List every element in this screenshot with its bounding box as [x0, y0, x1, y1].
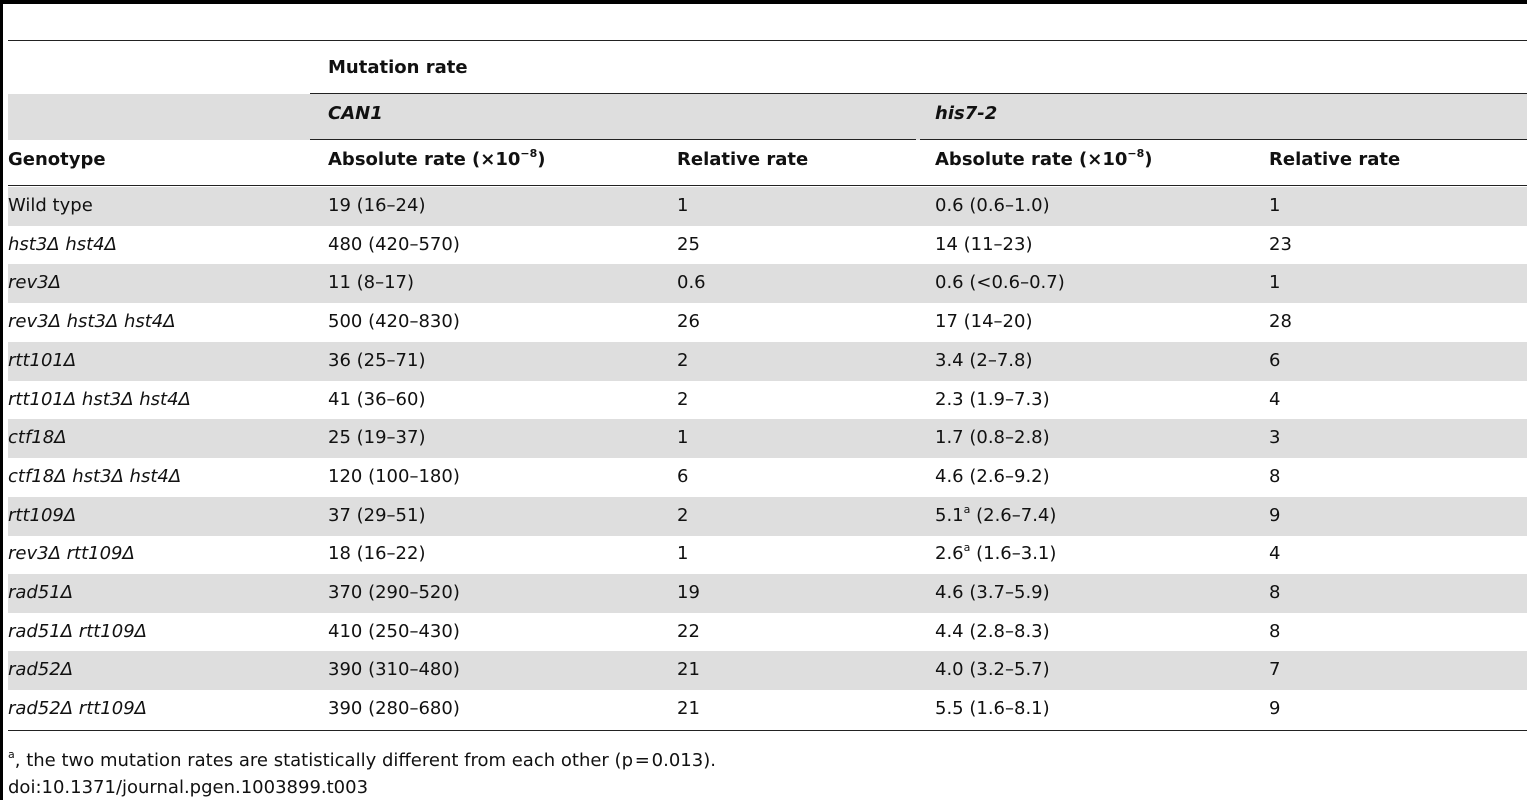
can1-relative-cell: 6: [677, 466, 689, 487]
can1-absolute-cell: 370 (290–520): [328, 582, 460, 603]
can1-absolute-cell: 410 (250–430): [328, 621, 460, 642]
can1-rule: [310, 139, 916, 140]
genotype-cell: hst3Δ hst4Δ: [8, 234, 117, 255]
his7-relative-cell: 28: [1269, 311, 1292, 332]
his7-relative-cell: 23: [1269, 234, 1292, 255]
can1-relative-cell: 1: [677, 543, 689, 564]
his7-absolute-header: Absolute rate (×10−8): [935, 147, 1153, 170]
his7-relative-cell: 9: [1269, 698, 1281, 719]
can1-relative-cell: 1: [677, 427, 689, 448]
header-band-loci: [8, 94, 1527, 140]
his7-absolute-cell: 3.4 (2–7.8): [935, 350, 1033, 371]
row-band: [8, 419, 1527, 458]
footnote: a, the two mutation rates are statistica…: [8, 748, 716, 771]
can1-relative-cell: 25: [677, 234, 700, 255]
his7-absolute-cell: 4.6 (2.6–9.2): [935, 466, 1050, 487]
his7-relative-cell: 8: [1269, 582, 1281, 603]
doi: doi:10.1371/journal.pgen.1003899.t003: [8, 777, 369, 798]
row-band: [8, 264, 1527, 303]
his7-absolute-cell: 14 (11–23): [935, 234, 1033, 255]
can1-absolute-header: Absolute rate (×10−8): [328, 147, 546, 170]
can1-relative-cell: 26: [677, 311, 700, 332]
his7-absolute-cell: 4.0 (3.2–5.7): [935, 659, 1050, 680]
his7-absolute-cell: 17 (14–20): [935, 311, 1033, 332]
his7-absolute-cell: 0.6 (<0.6–0.7): [935, 272, 1065, 293]
his7-relative-cell: 6: [1269, 350, 1281, 371]
genotype-cell: rtt109Δ: [8, 505, 77, 526]
his7-relative-cell: 8: [1269, 466, 1281, 487]
table-bottom-rule: [8, 730, 1527, 731]
his7-relative-cell: 9: [1269, 505, 1281, 526]
his7-relative-cell: 4: [1269, 389, 1281, 410]
his7-relative-cell: 1: [1269, 272, 1281, 293]
row-band: [8, 187, 1527, 226]
can1-absolute-cell: 18 (16–22): [328, 543, 426, 564]
can1-relative-cell: 21: [677, 659, 700, 680]
his7-absolute-cell: 4.6 (3.7–5.9): [935, 582, 1050, 603]
can1-relative-cell: 0.6: [677, 272, 706, 293]
genotype-cell: rad52Δ: [8, 659, 74, 680]
his7-relative-cell: 1: [1269, 195, 1281, 216]
his7-relative-cell: 4: [1269, 543, 1281, 564]
can1-relative-cell: 2: [677, 389, 689, 410]
genotype-cell: rev3Δ rtt109Δ: [8, 543, 135, 564]
his7-relative-cell: 7: [1269, 659, 1281, 680]
can1-relative-cell: 19: [677, 582, 700, 603]
his7-relative-header: Relative rate: [1269, 149, 1401, 170]
row-band: [8, 342, 1527, 381]
can1-absolute-cell: 19 (16–24): [328, 195, 426, 216]
genotype-cell: rtt101Δ hst3Δ hst4Δ: [8, 389, 191, 410]
locus-can1-header: CAN1: [328, 103, 383, 124]
his7-absolute-cell: 2.6a (1.6–3.1): [935, 541, 1057, 564]
his7-absolute-cell: 5.5 (1.6–8.1): [935, 698, 1050, 719]
can1-absolute-cell: 25 (19–37): [328, 427, 426, 448]
can1-absolute-cell: 500 (420–830): [328, 311, 460, 332]
can1-absolute-cell: 36 (25–71): [328, 350, 426, 371]
genotype-cell: rad51Δ rtt109Δ: [8, 621, 147, 642]
top-rule: [0, 0, 1527, 4]
can1-relative-cell: 2: [677, 505, 689, 526]
header-bottom-rule: [8, 185, 1527, 186]
row-band: [8, 574, 1527, 613]
can1-absolute-cell: 390 (280–680): [328, 698, 460, 719]
his7-relative-cell: 3: [1269, 427, 1281, 448]
his7-absolute-cell: 1.7 (0.8–2.8): [935, 427, 1050, 448]
can1-relative-cell: 1: [677, 195, 689, 216]
genotype-header: Genotype: [8, 149, 106, 170]
his7-absolute-cell: 5.1a (2.6–7.4): [935, 503, 1057, 526]
can1-relative-cell: 22: [677, 621, 700, 642]
can1-relative-header: Relative rate: [677, 149, 809, 170]
can1-absolute-cell: 120 (100–180): [328, 466, 460, 487]
left-rule: [0, 0, 3, 800]
can1-absolute-cell: 390 (310–480): [328, 659, 460, 680]
genotype-cell: ctf18Δ: [8, 427, 67, 448]
can1-relative-cell: 2: [677, 350, 689, 371]
can1-absolute-cell: 480 (420–570): [328, 234, 460, 255]
can1-absolute-cell: 37 (29–51): [328, 505, 426, 526]
mutation-rate-header: Mutation rate: [328, 57, 468, 78]
can1-absolute-cell: 11 (8–17): [328, 272, 415, 293]
his7-rule: [920, 139, 1527, 140]
genotype-cell: rtt101Δ: [8, 350, 77, 371]
his7-relative-cell: 8: [1269, 621, 1281, 642]
genotype-cell: rev3Δ: [8, 272, 61, 293]
row-band: [8, 651, 1527, 690]
table-top-rule: [8, 40, 1527, 41]
genotype-cell: Wild type: [8, 195, 93, 216]
genotype-cell: rad52Δ rtt109Δ: [8, 698, 147, 719]
his7-absolute-cell: 4.4 (2.8–8.3): [935, 621, 1050, 642]
genotype-cell: rad51Δ: [8, 582, 74, 603]
locus-his7-2-header: his7-2: [935, 103, 998, 124]
can1-absolute-cell: 41 (36–60): [328, 389, 426, 410]
mutation-rate-rule: [310, 93, 1527, 94]
genotype-cell: ctf18Δ hst3Δ hst4Δ: [8, 466, 182, 487]
row-band: [8, 497, 1527, 536]
genotype-cell: rev3Δ hst3Δ hst4Δ: [8, 311, 176, 332]
his7-absolute-cell: 2.3 (1.9–7.3): [935, 389, 1050, 410]
can1-relative-cell: 21: [677, 698, 700, 719]
his7-absolute-cell: 0.6 (0.6–1.0): [935, 195, 1050, 216]
